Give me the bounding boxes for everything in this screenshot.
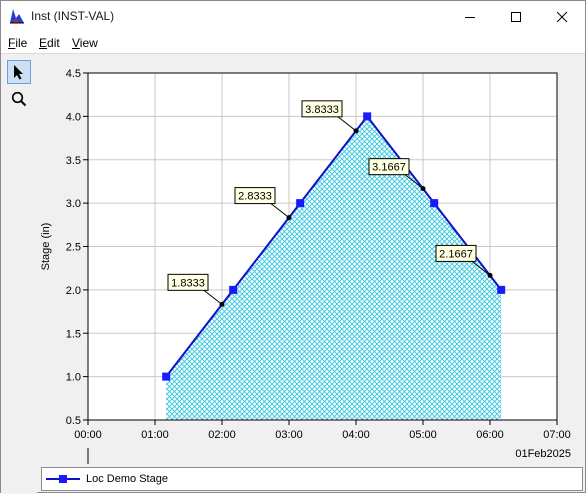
x-tick-label: 07:00 — [543, 429, 571, 441]
y-tick-label: 3.5 — [66, 155, 81, 167]
annotation-point — [353, 128, 359, 134]
pointer-arrow-icon — [14, 65, 23, 80]
annotation-point — [219, 301, 225, 307]
x-tick-label: 04:00 — [342, 429, 370, 441]
y-tick-label: 2.5 — [66, 242, 81, 254]
stage-chart[interactable]: 00:00 01:00 02:00 03:00 04:00 05:00 06:00 07:00… — [37, 54, 585, 492]
maximize-icon — [511, 11, 521, 22]
chart-icon — [9, 8, 25, 24]
y-axis-label: Stage (in) — [40, 223, 52, 271]
annotation-point — [286, 215, 292, 221]
minimize-button[interactable] — [447, 1, 493, 32]
y-tick-label: 4.0 — [66, 111, 81, 123]
zoom-magnifier-icon — [11, 91, 27, 107]
legend-series-label: Loc Demo Stage — [86, 473, 168, 485]
menu-edit[interactable]: Edit — [39, 36, 60, 50]
y-tick-label: 1.0 — [66, 372, 81, 384]
annotation-point — [420, 186, 426, 192]
legend-swatch — [46, 475, 80, 483]
x-date-label: 01Feb2025 — [515, 448, 571, 460]
annotation-leader — [337, 116, 357, 132]
pointer-tool-button[interactable] — [7, 60, 31, 84]
x-tick-label: 03:00 — [275, 429, 303, 441]
y-tick-label: 3.0 — [66, 198, 81, 210]
annotation-box — [368, 158, 410, 176]
annotation-leader — [203, 289, 223, 305]
title-bar[interactable]: Inst (INST-VAL) — [1, 1, 585, 32]
x-tick-label: 00:00 — [74, 429, 102, 441]
close-icon — [556, 11, 568, 22]
menu-view-mnemonic: V — [72, 36, 80, 50]
annotation-label: 2.8333 — [238, 191, 272, 203]
y-tick-label: 0.5 — [66, 415, 81, 427]
menu-file-label: ile — [15, 36, 28, 50]
x-tick-label: 02:00 — [208, 429, 236, 441]
zoom-tool-button[interactable] — [7, 87, 31, 111]
annotation-label: 2.1667 — [439, 248, 473, 260]
annotation-box — [167, 273, 209, 291]
tool-palette — [1, 54, 37, 494]
annotation-box — [234, 187, 276, 205]
legend: Loc Demo Stage — [41, 467, 583, 491]
y-tick-label: 1.5 — [66, 328, 81, 340]
window-title: Inst (INST-VAL) — [31, 9, 115, 23]
menu-edit-label: dit — [47, 36, 60, 50]
annotation-leader — [270, 203, 290, 218]
menu-bar: File Edit View — [1, 32, 585, 54]
menu-file[interactable]: File — [8, 36, 27, 50]
menu-view[interactable]: View — [72, 36, 98, 50]
x-tick-label: 06:00 — [476, 429, 504, 441]
data-point-marker[interactable] — [296, 199, 305, 208]
annotation-box — [435, 244, 477, 262]
series-area-fill — [166, 116, 502, 420]
annotation-box — [301, 100, 343, 118]
menu-edit-mnemonic: E — [39, 36, 48, 50]
annotation-leader — [404, 174, 424, 190]
plot-area: 00:00 01:00 02:00 03:00 04:00 05:00 06:00 07:00… — [37, 54, 585, 492]
maximize-button[interactable] — [493, 1, 539, 32]
data-point-marker[interactable] — [430, 199, 439, 208]
menu-view-label: iew — [79, 36, 98, 50]
x-tick-label: 01:00 — [141, 429, 169, 441]
data-point-marker[interactable] — [229, 285, 238, 294]
y-tick-label: 4.5 — [66, 68, 81, 80]
x-tick-label: 05:00 — [409, 429, 437, 441]
annotation-leader — [471, 261, 491, 276]
annotation-label: 3.8333 — [305, 104, 339, 116]
annotation-point — [487, 272, 493, 278]
menu-divider — [1, 53, 585, 54]
menu-file-mnemonic: F — [8, 36, 16, 50]
annotation-label: 1.8333 — [171, 277, 205, 289]
data-point-marker[interactable] — [363, 112, 372, 121]
data-point-marker[interactable] — [162, 372, 171, 381]
annotation-label: 3.1667 — [372, 162, 406, 174]
close-button[interactable] — [539, 1, 585, 32]
data-point-marker[interactable] — [497, 285, 506, 294]
minimize-icon — [465, 16, 475, 18]
y-tick-label: 2.0 — [66, 285, 81, 297]
